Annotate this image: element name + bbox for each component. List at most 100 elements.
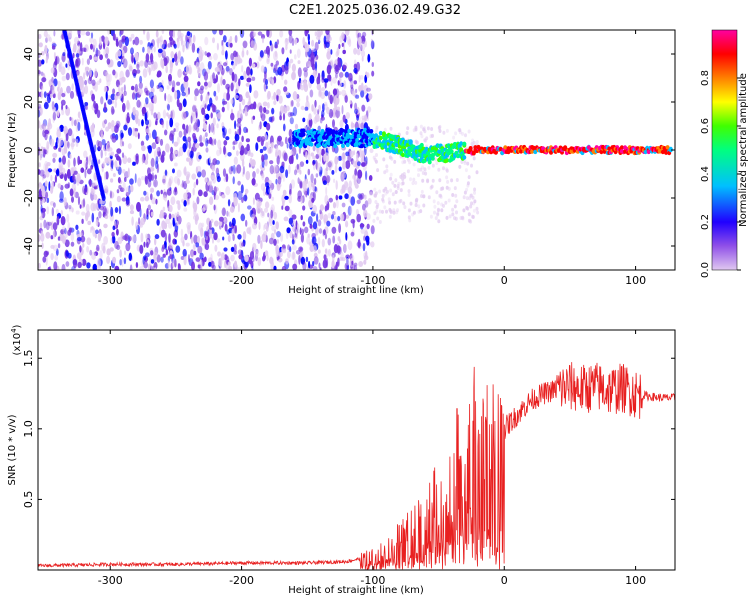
spectrogram-cell bbox=[455, 210, 458, 215]
spectrogram-cell bbox=[225, 173, 229, 183]
spectrogram-cell bbox=[362, 203, 366, 211]
spectrogram-cell bbox=[344, 193, 349, 200]
spectrogram-cell bbox=[331, 170, 335, 175]
spectrogram-cell bbox=[388, 200, 392, 205]
spectrogram-cell bbox=[406, 169, 410, 174]
spectrogram-cell bbox=[396, 184, 400, 188]
spectrogram-cell bbox=[353, 80, 357, 85]
spectrogram-cell bbox=[357, 32, 362, 38]
spectrogram-cell bbox=[192, 34, 196, 43]
spectrogram-cell bbox=[351, 260, 354, 265]
spectrogram-cell bbox=[287, 250, 291, 259]
spectrogram-band-cell bbox=[301, 132, 306, 137]
spectrogram-cell bbox=[210, 139, 214, 146]
spectrogram-cell bbox=[360, 44, 363, 52]
spectrogram-cell bbox=[338, 166, 342, 172]
spectrogram-cell bbox=[72, 258, 78, 269]
spectrogram-cell bbox=[77, 121, 81, 132]
spectrogram-cell bbox=[157, 48, 163, 54]
spectrogram-cell bbox=[209, 180, 213, 187]
spectrogram-cell bbox=[139, 244, 144, 254]
spectrogram-cell bbox=[406, 157, 410, 162]
spectrogram-cell bbox=[352, 90, 356, 97]
spectrogram-cell bbox=[164, 169, 168, 176]
spectrogram-cell bbox=[49, 93, 53, 99]
spectrogram-cell bbox=[288, 129, 293, 138]
spectrogram-cell bbox=[282, 113, 286, 121]
spectrogram-cell bbox=[196, 196, 200, 205]
spectrogram-cell bbox=[289, 246, 292, 253]
spectrogram-cell bbox=[145, 97, 149, 105]
spectrogram-cell bbox=[297, 60, 301, 65]
spectrogram-cell bbox=[78, 75, 84, 86]
spectrogram-cell bbox=[165, 218, 171, 224]
spectrogram-cell bbox=[161, 43, 167, 50]
spectrogram-cell bbox=[424, 171, 428, 176]
spectrogram-cell bbox=[445, 215, 449, 220]
spectrogram-band-cell bbox=[427, 160, 432, 165]
spectrogram-cell bbox=[434, 216, 438, 221]
spectrogram-cell bbox=[381, 194, 385, 198]
spectrogram-cell bbox=[38, 103, 42, 109]
spectrogram-cell bbox=[419, 167, 423, 172]
spectrogram-band-cell bbox=[449, 149, 454, 154]
spectrogram-cell bbox=[84, 84, 89, 95]
spectrogram-cell bbox=[257, 31, 263, 36]
spectrogram-cell bbox=[419, 131, 423, 136]
spectrogram-cell bbox=[162, 178, 166, 184]
spectrogram-cell bbox=[169, 254, 173, 260]
spectrogram-cell bbox=[89, 54, 93, 60]
spectrogram-cell bbox=[178, 130, 183, 138]
spectrogram-cell bbox=[116, 155, 121, 161]
spectrogram-cell bbox=[222, 79, 226, 86]
spectrogram-cell bbox=[99, 54, 103, 61]
spectrogram-cell bbox=[71, 140, 74, 150]
spectrogram-cell bbox=[356, 161, 361, 167]
spectrogram-cell bbox=[183, 75, 189, 83]
spectrogram-cell bbox=[452, 135, 456, 140]
spectrogram-cell bbox=[336, 155, 340, 162]
spectrogram-cell bbox=[245, 91, 250, 99]
spectrogram-cell bbox=[92, 182, 97, 187]
spectrogram-cell bbox=[243, 194, 248, 202]
spectrogram-cell bbox=[304, 30, 308, 37]
spectrogram-cell bbox=[147, 179, 152, 188]
spectrogram-band-cell bbox=[665, 145, 670, 150]
spectrogram-cell bbox=[156, 218, 160, 226]
spectrogram-cell bbox=[378, 209, 382, 214]
spectrogram-cell bbox=[364, 160, 368, 166]
spectrogram-cell bbox=[176, 169, 182, 178]
spectrogram-cell bbox=[93, 194, 98, 201]
spectrogram-cell bbox=[38, 70, 41, 75]
spectrogram-cell bbox=[183, 111, 188, 119]
spectrogram-cell bbox=[223, 140, 228, 146]
spectrogram-cell bbox=[332, 119, 335, 128]
spectrogram-cell bbox=[316, 30, 322, 38]
spectrogram-cell bbox=[288, 30, 293, 36]
spectrogram-cell bbox=[70, 241, 75, 247]
spectrogram-cell bbox=[104, 119, 108, 125]
spectrogram-cell bbox=[351, 160, 357, 165]
spectrogram-cell bbox=[65, 261, 70, 267]
spectrogram-cell bbox=[46, 206, 49, 215]
spectrogram-cell bbox=[105, 90, 108, 101]
spectrogram-cell bbox=[51, 76, 54, 85]
spectrogram-cell bbox=[417, 167, 421, 172]
spectrogram-cell bbox=[79, 204, 82, 209]
snr-frame bbox=[37, 329, 676, 571]
spectrogram-cell bbox=[213, 232, 218, 241]
spectrogram-cell bbox=[74, 36, 79, 45]
spectrogram-cell bbox=[55, 141, 58, 149]
spectrogram-cell bbox=[121, 38, 126, 43]
spectrogram-band-cell bbox=[301, 128, 306, 133]
spectrogram-cell bbox=[135, 262, 139, 268]
spectrogram-cell bbox=[158, 36, 162, 42]
spectrogram-cell bbox=[119, 70, 124, 81]
spectrogram-cell bbox=[232, 62, 236, 70]
spectrogram-cell bbox=[153, 150, 158, 159]
spectrogram-cell bbox=[284, 205, 290, 212]
spectrogram-cell bbox=[411, 212, 415, 217]
spectrogram-cell bbox=[177, 151, 181, 157]
spectrogram-cell bbox=[146, 110, 149, 119]
spectrogram-cell bbox=[268, 187, 273, 195]
